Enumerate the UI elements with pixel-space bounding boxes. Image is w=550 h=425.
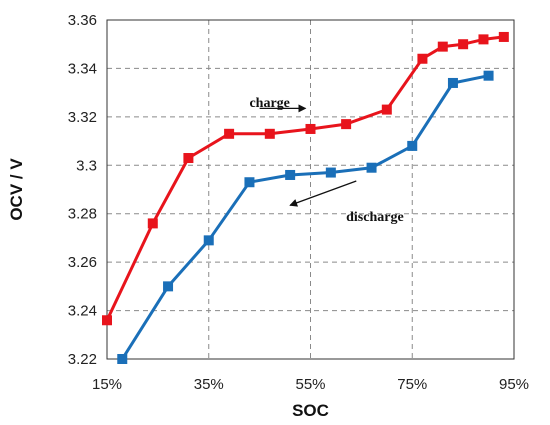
y-tick-labels: 3.22 3.24 3.26 3.28 3.3 3.32 3.34 3.36 — [68, 12, 97, 368]
annotation-label: charge — [249, 96, 289, 111]
data-point — [458, 39, 469, 50]
x-axis-title: SOC — [292, 401, 329, 420]
x-tick-label: 95% — [499, 376, 529, 393]
data-point — [203, 235, 214, 246]
x-tick-label: 55% — [295, 376, 325, 393]
x-tick-labels: 15% 35% 55% 75% 95% — [92, 376, 529, 393]
series-line — [105, 35, 504, 321]
annotations: charge discharge — [249, 96, 403, 225]
data-point — [285, 169, 296, 180]
y-tick-label: 3.3 — [76, 157, 97, 174]
y-tick-label: 3.32 — [68, 109, 97, 126]
y-axis-title: OCV / V — [7, 158, 26, 221]
data-point — [381, 104, 392, 115]
series-line — [121, 74, 489, 360]
data-point — [147, 218, 158, 229]
data-point — [407, 140, 418, 151]
series-2 — [117, 70, 494, 364]
annotation-label: discharge — [346, 210, 404, 225]
data-point — [483, 70, 494, 81]
data-point — [417, 53, 428, 64]
data-point — [264, 128, 275, 139]
data-point — [224, 128, 235, 139]
data-point — [478, 34, 489, 45]
y-tick-label: 3.34 — [68, 60, 97, 77]
data-point — [305, 123, 316, 134]
data-point — [447, 77, 458, 88]
y-tick-label: 3.22 — [68, 351, 97, 368]
plot-frame — [106, 19, 515, 360]
data-point — [102, 315, 112, 326]
data-point — [163, 281, 174, 292]
annotation-arrow — [289, 180, 357, 207]
data-point — [183, 153, 194, 164]
series — [102, 31, 509, 364]
x-tick-label: 75% — [397, 376, 427, 393]
data-point — [341, 119, 352, 130]
data-point — [325, 167, 336, 178]
data-point — [244, 177, 255, 188]
y-tick-label: 3.26 — [68, 254, 97, 271]
data-point — [437, 41, 448, 52]
x-tick-label: 35% — [194, 376, 224, 393]
x-tick-label: 15% — [92, 376, 122, 393]
data-point — [498, 31, 509, 42]
y-tick-label: 3.28 — [68, 206, 97, 223]
y-tick-label: 3.36 — [68, 12, 97, 29]
data-point — [366, 162, 377, 173]
y-tick-label: 3.24 — [68, 303, 97, 320]
data-point — [117, 354, 128, 364]
series-1 — [102, 31, 509, 326]
grid — [107, 20, 514, 359]
